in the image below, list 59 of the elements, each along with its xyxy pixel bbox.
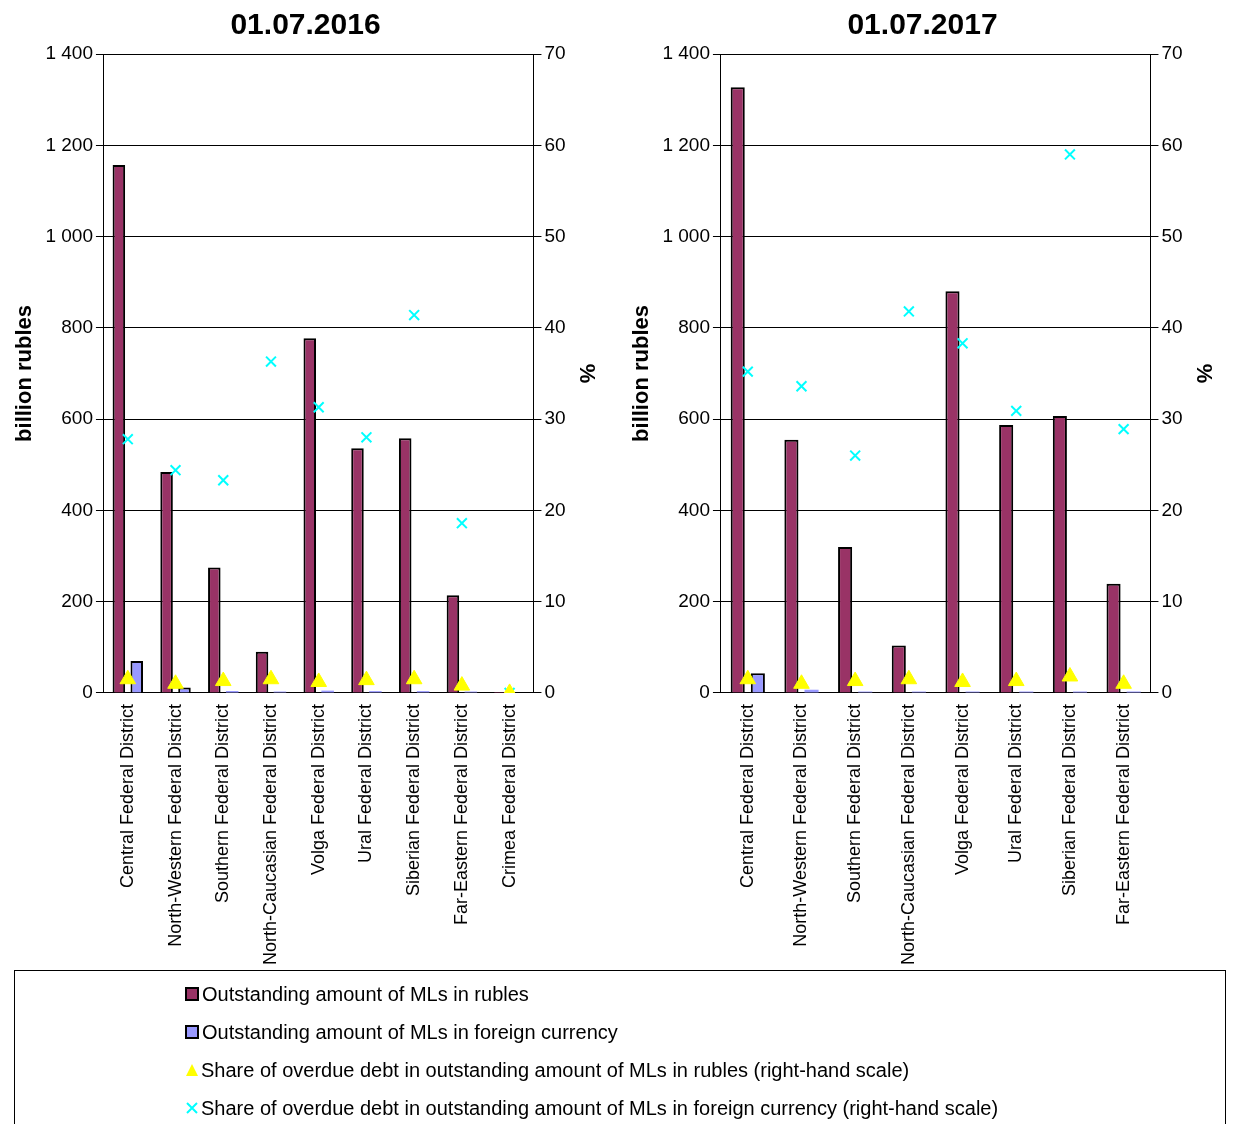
y2-tick-label: 30	[1161, 407, 1183, 429]
y-tick-label: 400	[678, 498, 710, 520]
chart-title: 01.07.2016	[230, 7, 381, 41]
x-tick-label: Central Federal District	[116, 703, 137, 888]
y2-axis-title: %	[574, 363, 600, 384]
chart-title: 01.07.2017	[847, 7, 998, 41]
y-tick-label: 1 200	[662, 133, 710, 155]
y-tick-label: 600	[678, 407, 710, 429]
x-tick-label: Crimea Federal District	[498, 703, 519, 888]
y2-tick-label: 40	[1161, 316, 1183, 338]
y2-tick-label: 10	[1161, 589, 1183, 611]
y2-tick-label: 60	[1161, 133, 1183, 155]
y-tick-label: 1 000	[45, 224, 93, 246]
y-tick-label: 1 400	[45, 42, 93, 64]
y-tick-label: 600	[61, 407, 93, 429]
y2-tick-label: 30	[544, 407, 566, 429]
y2-tick-label: 70	[544, 42, 566, 64]
y-tick-label: 200	[61, 589, 93, 611]
y2-tick-label: 50	[544, 224, 566, 246]
y2-tick-label: 20	[1161, 498, 1183, 520]
y-axis-title: billion rubles	[628, 305, 654, 442]
y-axis-title: billion rubles	[11, 305, 37, 442]
y-tick-label: 1 200	[45, 133, 93, 155]
y2-tick-label: 0	[1161, 681, 1173, 703]
y2-tick-label: 20	[544, 498, 566, 520]
y-tick-label: 200	[678, 589, 710, 611]
y-tick-label: 400	[61, 498, 93, 520]
x-tick-label: Volga Federal District	[307, 703, 328, 875]
x-tick-label: Southern Federal District	[212, 703, 233, 904]
x-tick-label: Siberian Federal District	[403, 703, 424, 896]
y-tick-label: 800	[678, 316, 710, 338]
x-tick-label: Volga Federal District	[951, 703, 972, 875]
x-tick-label: Ural Federal District	[1005, 703, 1026, 863]
x-tick-label: Far-Eastern Federal District	[1112, 703, 1133, 925]
y-tick-label: 800	[61, 316, 93, 338]
y2-tick-label: 70	[1161, 42, 1183, 64]
x-tick-label: Far-Eastern Federal District	[450, 703, 471, 925]
x-tick-label: North-Western Federal District	[790, 703, 811, 947]
x-tick-label: North-Western Federal District	[164, 703, 185, 947]
x-tick-label: North-Caucasian Federal District	[897, 703, 918, 966]
y-tick-label: 1 000	[662, 224, 710, 246]
legend-label: Share of overdue debt in outstanding amount of MLs in rubles (right-hand scale)	[201, 1058, 910, 1082]
y-tick-label: 0	[82, 681, 93, 703]
x-tick-label: North-Caucasian Federal District	[259, 703, 280, 966]
y2-tick-label: 10	[544, 589, 566, 611]
x-tick-label: Siberian Federal District	[1058, 703, 1079, 896]
x-tick-label: Ural Federal District	[355, 703, 376, 863]
legend-label: Share of overdue debt in outstanding amount of MLs in foreign currency (right-hand scale)	[201, 1096, 999, 1120]
legend-label: Outstanding amount of MLs in foreign currency	[202, 1020, 618, 1044]
y2-tick-label: 40	[544, 316, 566, 338]
x-tick-label: Central Federal District	[736, 703, 757, 888]
x-tick-label: Southern Federal District	[844, 703, 865, 904]
y-tick-label: 0	[699, 681, 710, 703]
y-tick-label: 1 400	[662, 42, 710, 64]
legend-label: Outstanding amount of MLs in rubles	[202, 982, 529, 1006]
y2-tick-label: 60	[544, 133, 566, 155]
y2-tick-label: 0	[544, 681, 556, 703]
y2-axis-title: %	[1191, 363, 1217, 384]
y2-tick-label: 50	[1161, 224, 1183, 246]
